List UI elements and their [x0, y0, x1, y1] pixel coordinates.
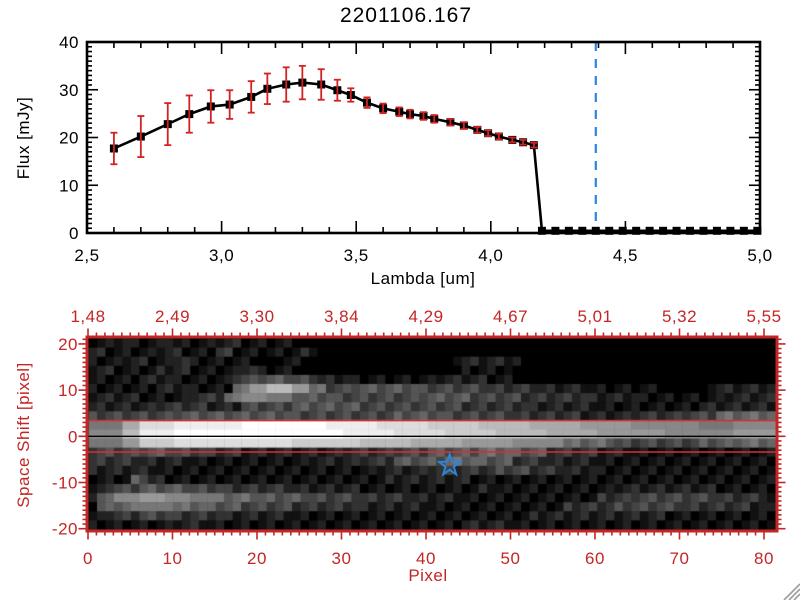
window-resize-grip[interactable]: [780, 580, 800, 600]
space-shift-axis-title: Space Shift [pixel]: [14, 362, 33, 508]
grip-line: [793, 593, 800, 600]
flux-axis-title: Flux [mJy]: [14, 96, 33, 180]
pixel-axis-title: Pixel: [408, 566, 448, 585]
grip-line: [788, 588, 800, 600]
lambda-axis-title: Lambda [um]: [370, 269, 476, 288]
grip-line: [783, 583, 800, 600]
